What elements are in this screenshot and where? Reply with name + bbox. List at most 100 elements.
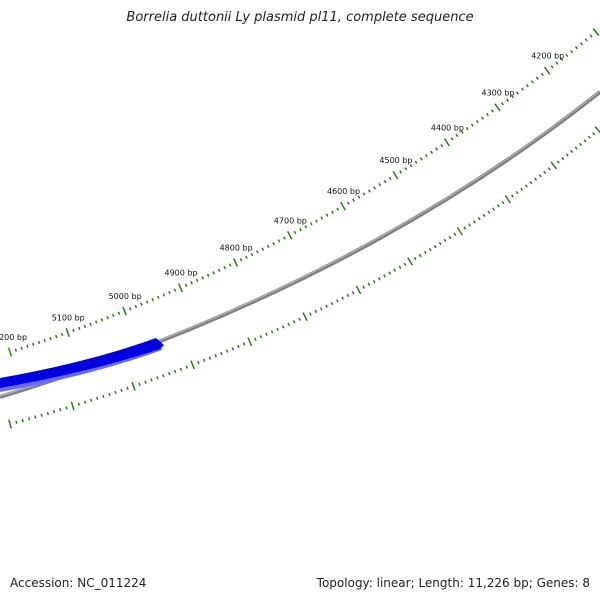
inner-ruler-minor-tick [367,282,371,287]
inner-ruler-minor-tick [325,304,328,308]
outer-ruler-minor-tick [435,147,439,151]
inner-ruler-minor-tick [492,207,496,211]
outer-ruler-minor-tick [409,163,413,168]
inner-ruler-minor-tick [173,369,177,374]
outer-ruler-minor-tick [72,328,75,333]
outer-ruler-minor-tick [575,46,579,50]
ruler-label: 4400 bp [431,123,464,132]
outer-ruler-minor-tick [419,157,423,161]
outer-ruler-minor-tick [515,91,520,95]
inner-ruler-minor-tick [515,190,519,195]
outer-ruler-minor-tick [266,244,270,249]
outer-ruler-minor-tick [455,133,459,138]
outer-ruler-minor-tick [565,53,569,58]
inner-ruler-minor-tick [231,347,235,351]
outer-ruler-minor-tick [250,252,254,257]
inner-ruler-minor-tick [167,371,171,376]
inner-ruler-minor-tick [501,200,505,205]
outer-ruler-minor-tick [293,230,297,235]
inner-ruler-minor-tick [214,354,217,358]
outer-ruler-minor-tick [190,281,193,285]
ruler-label: 4600 bp [327,187,360,196]
inner-ruler-major-tick [190,360,195,370]
inner-ruler-minor-tick [83,400,87,404]
inner-ruler-minor-tick [292,320,296,324]
ruler-label: 5200 bp [0,333,27,342]
inner-ruler-minor-tick [126,386,129,391]
outer-ruler-minor-tick [460,130,464,134]
inner-ruler-minor-tick [362,285,366,289]
inner-ruler-minor-tick [237,344,240,349]
inner-ruler [8,126,600,429]
inner-ruler-minor-tick [265,332,268,336]
outer-ruler-minor-tick [31,342,35,347]
inner-ruler-major-tick [407,257,414,266]
outer-ruler-minor-tick [430,150,434,155]
outer-ruler-major-tick [287,230,293,240]
inner-ruler-minor-tick [309,312,312,316]
outer-ruler-minor-tick [217,268,221,272]
outer-ruler-minor-tick [584,38,588,42]
inner-ruler-minor-tick [102,394,105,399]
inner-ruler-minor-tick [574,146,578,150]
inner-ruler-minor-tick [96,396,99,401]
outer-ruler-minor-tick [550,65,554,69]
topology-length-genes-text: Topology: linear; Length: 11,226 bp; Gen… [316,576,590,590]
inner-ruler-minor-tick [428,247,432,252]
inner-ruler-minor-tick [543,170,547,175]
sequence-backbone [0,90,600,399]
inner-ruler-minor-tick [393,268,397,272]
outer-ruler-minor-tick [117,311,121,315]
outer-ruler-major-tick [494,103,501,112]
outer-ruler-minor-tick [525,83,529,88]
inner-ruler-major-tick [456,226,463,236]
accession-text: Accession: NC_011224 [10,576,147,590]
ruler-labels: 5200 bp 5100 bp 5000 bp 4900 bp 4800 bp 4700 … [0,52,564,342]
outer-ruler-minor-tick [555,61,559,65]
inner-ruler-minor-tick [372,279,376,284]
inner-ruler-minor-tick [27,417,31,421]
outer-ruler-minor-tick [299,227,302,232]
outer-ruler-minor-tick [560,57,564,61]
outer-ruler-minor-tick [83,324,87,328]
inner-ruler-minor-tick [156,376,159,380]
inner-ruler-minor-tick [403,262,407,267]
outer-ruler-minor-tick [223,265,226,270]
inner-ruler-major-tick [355,285,362,295]
inner-ruler-minor-tick [287,322,290,327]
outer-ruler-minor-tick [201,276,204,280]
inner-ruler-minor-tick [496,204,500,208]
inner-ruler-minor-tick [220,351,223,356]
outer-ruler-minor-tick [450,137,454,141]
inner-ruler-minor-tick [185,365,188,369]
inner-ruler-major-tick [131,381,136,391]
inner-ruler-minor-tick [52,409,56,414]
inner-ruler-minor-tick [423,250,427,255]
outer-ruler-minor-tick [336,207,340,211]
inner-ruler-minor-tick [314,309,318,314]
inner-ruler-minor-tick [477,216,481,221]
inner-ruler-minor-tick [556,160,560,164]
inner-ruler-minor-tick [138,382,141,386]
outer-ruler-minor-tick [304,225,308,229]
outer-ruler-major-tick [7,347,13,357]
inner-ruler-major-tick [594,126,600,134]
outer-ruler-major-tick [392,170,399,180]
inner-ruler-minor-tick [570,149,574,154]
inner-ruler-minor-tick [388,271,392,275]
inner-ruler-minor-tick [351,290,355,295]
outer-ruler-major-tick [232,258,239,267]
outer-ruler-minor-tick [256,250,259,254]
outer-ruler-minor-tick [195,278,199,283]
ruler-label: 4800 bp [220,244,253,253]
outer-ruler-minor-tick [26,344,29,349]
inner-ruler-minor-tick [270,330,274,334]
outer-ruler-minor-tick [151,298,154,302]
outer-ruler-minor-tick [206,273,210,278]
outer-ruler-minor-tick [505,98,510,102]
gene-forward-feature[interactable] [0,338,164,388]
inner-ruler-minor-tick [592,132,596,136]
outer-ruler [7,28,600,357]
outer-ruler-minor-tick [261,247,265,251]
inner-ruler-major-tick [302,312,308,322]
